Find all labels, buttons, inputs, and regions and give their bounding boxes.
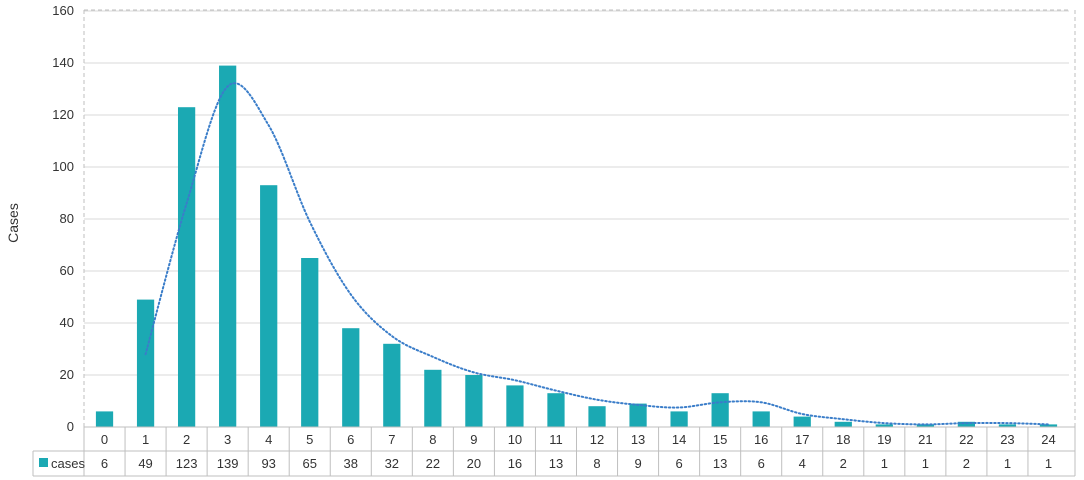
bar bbox=[465, 375, 483, 427]
data-label: 2 bbox=[963, 456, 970, 471]
y-tick-label: 120 bbox=[52, 107, 74, 122]
x-tick-label: 16 bbox=[754, 432, 768, 447]
x-tick-label: 12 bbox=[590, 432, 604, 447]
y-tick-label: 80 bbox=[60, 211, 74, 226]
data-label: 2 bbox=[840, 456, 847, 471]
bar bbox=[383, 343, 401, 427]
data-label: 1 bbox=[1004, 456, 1011, 471]
x-tick-label: 2 bbox=[183, 432, 190, 447]
data-label: 22 bbox=[426, 456, 440, 471]
y-tick-label: 140 bbox=[52, 55, 74, 70]
x-tick-label: 14 bbox=[672, 432, 686, 447]
x-tick-label: 0 bbox=[101, 432, 108, 447]
bar bbox=[834, 421, 852, 427]
bar bbox=[916, 424, 934, 427]
x-tick-label: 9 bbox=[470, 432, 477, 447]
x-tick-label: 19 bbox=[877, 432, 891, 447]
y-tick-label: 100 bbox=[52, 159, 74, 174]
y-tick-label: 60 bbox=[60, 263, 74, 278]
bar bbox=[177, 107, 196, 427]
x-tick-label: 3 bbox=[224, 432, 231, 447]
x-tick-label: 6 bbox=[347, 432, 354, 447]
x-tick-label: 4 bbox=[265, 432, 272, 447]
data-label: 32 bbox=[385, 456, 399, 471]
bar bbox=[588, 406, 606, 427]
bar bbox=[875, 424, 893, 427]
x-tick-label: 15 bbox=[713, 432, 727, 447]
x-tick-label: 21 bbox=[918, 432, 932, 447]
x-tick-label: 10 bbox=[508, 432, 522, 447]
x-tick-label: 1 bbox=[142, 432, 149, 447]
bar bbox=[547, 393, 565, 427]
data-label: 16 bbox=[508, 456, 522, 471]
data-label: 13 bbox=[549, 456, 563, 471]
grid-lines bbox=[83, 9, 1076, 428]
data-label: 13 bbox=[713, 456, 727, 471]
bar bbox=[342, 328, 360, 427]
bar bbox=[136, 299, 155, 427]
bar bbox=[670, 411, 688, 427]
data-label: 65 bbox=[302, 456, 316, 471]
data-label: 9 bbox=[634, 456, 641, 471]
legend-label: cases bbox=[51, 456, 85, 471]
data-table: 0614921233139493565638732822920101611131… bbox=[32, 426, 1076, 477]
data-label: 6 bbox=[101, 456, 108, 471]
bar bbox=[424, 369, 442, 427]
data-label: 1 bbox=[881, 456, 888, 471]
x-tick-label: 11 bbox=[549, 432, 563, 447]
data-label: 123 bbox=[176, 456, 198, 471]
trendline bbox=[144, 82, 1050, 426]
y-tick-label: 20 bbox=[60, 367, 74, 382]
bars bbox=[95, 65, 1058, 427]
bar bbox=[629, 403, 647, 427]
bar bbox=[998, 424, 1017, 427]
legend-swatch bbox=[39, 458, 48, 467]
x-tick-label: 17 bbox=[795, 432, 809, 447]
data-label: 93 bbox=[261, 456, 275, 471]
bar bbox=[957, 421, 976, 427]
bar bbox=[752, 411, 770, 427]
bar bbox=[506, 385, 524, 427]
x-tick-label: 23 bbox=[1000, 432, 1014, 447]
data-label: 6 bbox=[675, 456, 682, 471]
bar bbox=[1039, 424, 1058, 427]
x-tick-label: 7 bbox=[388, 432, 395, 447]
bar bbox=[301, 258, 319, 427]
data-label: 49 bbox=[138, 456, 152, 471]
data-label: 38 bbox=[344, 456, 358, 471]
data-label: 1 bbox=[922, 456, 929, 471]
bar bbox=[260, 185, 278, 427]
data-label: 139 bbox=[217, 456, 239, 471]
x-tick-label: 24 bbox=[1041, 432, 1055, 447]
bar bbox=[793, 416, 811, 427]
x-tick-label: 13 bbox=[631, 432, 645, 447]
x-tick-label: 8 bbox=[429, 432, 436, 447]
y-tick-label: 40 bbox=[60, 315, 74, 330]
y-axis-ticks: 0 20 40 60 80 100 120 140 160 bbox=[52, 3, 74, 434]
y-axis-label: Cases bbox=[5, 203, 21, 243]
data-label: 6 bbox=[758, 456, 765, 471]
y-tick-label: 160 bbox=[52, 3, 74, 18]
bar bbox=[95, 411, 114, 427]
x-tick-label: 18 bbox=[836, 432, 850, 447]
data-label: 8 bbox=[593, 456, 600, 471]
y-tick-label: 0 bbox=[67, 419, 74, 434]
bar bbox=[219, 65, 237, 427]
data-label: 20 bbox=[467, 456, 481, 471]
bar bbox=[711, 393, 729, 427]
x-tick-label: 5 bbox=[306, 432, 313, 447]
data-label: 4 bbox=[799, 456, 806, 471]
x-tick-label: 22 bbox=[959, 432, 973, 447]
data-label: 1 bbox=[1045, 456, 1052, 471]
